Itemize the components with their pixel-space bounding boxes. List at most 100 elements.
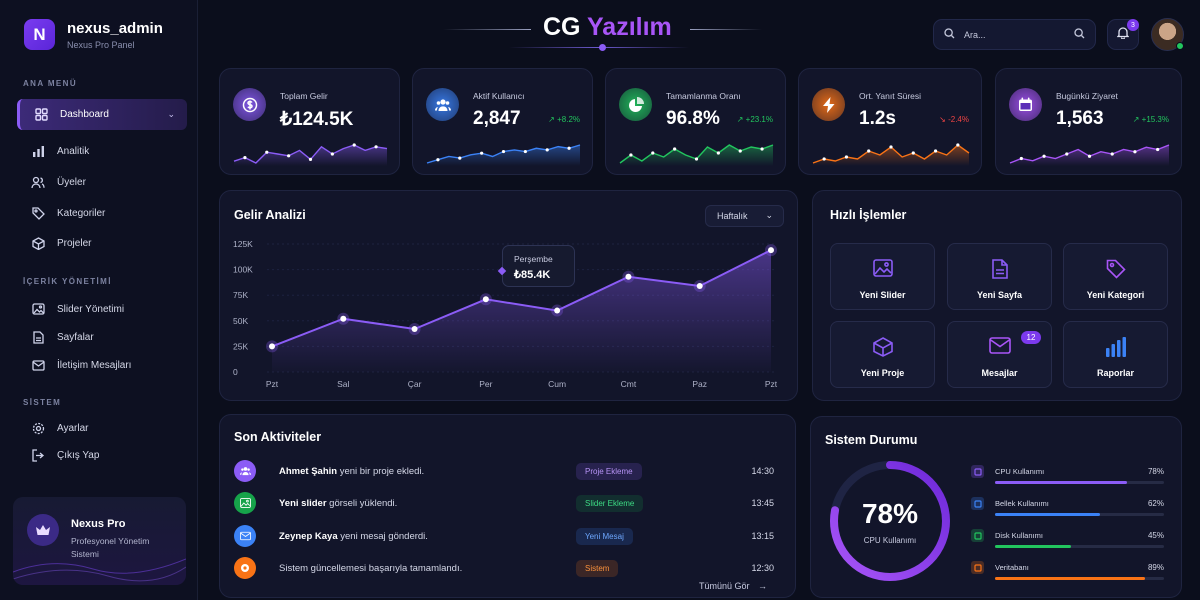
x-tick-label: Pzt <box>266 379 279 389</box>
quick-action-mesajlar[interactable]: Mesajlar 12 <box>947 321 1052 388</box>
stat-change: ↗ +15.3% <box>1132 115 1169 124</box>
search-icon <box>1074 28 1085 41</box>
sparkline <box>812 143 970 166</box>
sidebar-item-uyeler[interactable]: Üyeler <box>17 168 187 196</box>
x-tick-label: Cum <box>548 379 566 389</box>
quick-action-raporlar[interactable]: Raporlar <box>1063 321 1168 388</box>
sparkline-point <box>523 149 527 154</box>
metric-progress-track <box>995 513 1164 516</box>
sparkline-area <box>1010 145 1169 166</box>
activity-time: 13:15 <box>751 531 774 541</box>
stat-card[interactable]: Bugünkü Ziyaret 1,563 ↗ +15.3% <box>995 68 1182 175</box>
activity-time: 14:30 <box>751 466 774 476</box>
bell-icon <box>1116 26 1130 44</box>
sidebar-item-iletisim[interactable]: İletişim Mesajları <box>17 351 187 379</box>
sidebar-item-kategoriler[interactable]: Kategoriler <box>17 199 187 227</box>
quick-action-label: Mesajlar <box>981 368 1018 378</box>
stat-label: Ort. Yanıt Süresi <box>859 91 922 101</box>
sparkline-point <box>352 143 356 147</box>
stat-card[interactable]: Toplam Gelir ₺124.5K <box>219 68 400 175</box>
quick-action-yeni-sayfa[interactable]: Yeni Sayfa <box>947 243 1052 310</box>
cpu-gauge-value: 78% <box>861 498 919 529</box>
mail-icon <box>31 358 45 372</box>
metric-label: Veritabanı <box>995 563 1029 572</box>
sparkline-point <box>1087 154 1092 158</box>
chart-point <box>411 325 418 332</box>
activity-tag: Sistem <box>576 559 619 577</box>
sparkline-point <box>651 151 655 155</box>
pro-card[interactable]: Nexus Pro Profesyonel Yönetim Sistemi <box>13 497 186 585</box>
sparkline-point <box>933 149 938 153</box>
cpu-gauge-label: CPU Kullanımı <box>863 536 917 545</box>
x-tick-label: Per <box>479 379 492 389</box>
users-icon <box>426 88 459 121</box>
quick-actions-title: Hızlı İşlemler <box>830 208 907 222</box>
activity-row[interactable]: Ahmet Şahin yeni bir proje ekledi. Proje … <box>234 459 774 483</box>
chart-point <box>482 296 489 303</box>
stat-card[interactable]: Tamamlanma Oranı 96.8% ↗ +23.1% <box>605 68 786 175</box>
search-icon <box>944 28 955 41</box>
memory-icon <box>971 497 984 510</box>
x-tick-label: Paz <box>692 379 707 389</box>
sidebar-item-analitik[interactable]: Analitik <box>17 137 187 165</box>
sidebar-item-projeler[interactable]: Projeler <box>17 229 187 257</box>
system-metric-row: Veritabanı 89% <box>971 561 1164 583</box>
quick-action-yeni-proje[interactable]: Yeni Proje <box>830 321 935 388</box>
metric-progress-fill <box>995 481 1127 484</box>
metric-progress-fill <box>995 513 1100 516</box>
chart-point <box>696 282 703 289</box>
database-icon <box>971 561 984 574</box>
system-status-card <box>810 416 1182 598</box>
activity-row[interactable]: Yeni slider görseli yüklendi. Slider Ekle… <box>234 491 774 515</box>
activity-text: Sistem güncellemesi başarıyla tamamlandı… <box>279 562 463 574</box>
notification-button[interactable]: 3 <box>1107 19 1139 50</box>
quick-action-yeni-slider[interactable]: Yeni Slider <box>830 243 935 310</box>
brand[interactable]: N nexus_admin Nexus Pro Panel <box>24 19 163 50</box>
chart-point <box>269 343 275 350</box>
chart-point <box>768 247 774 254</box>
section-title-content: İÇERİK YÖNETİMİ <box>23 277 112 286</box>
sidebar-item-label: Slider Yönetimi <box>57 303 125 315</box>
sidebar-item-ayarlar[interactable]: Ayarlar <box>17 414 187 442</box>
stat-label: Aktif Kullanıcı <box>473 91 525 101</box>
cube-icon <box>831 337 934 357</box>
metric-label: CPU Kullanımı <box>995 467 1045 476</box>
sparkline-point <box>673 147 677 151</box>
tooltip-value: ₺85.4K <box>514 269 551 281</box>
search-input[interactable]: Ara... <box>933 19 1096 50</box>
sparkline-point <box>822 157 826 161</box>
metric-progress-fill <box>995 577 1146 580</box>
activity-row[interactable]: Sistem güncellemesi başarıyla tamamlandı… <box>234 556 774 580</box>
sidebar-item-sayfalar[interactable]: Sayfalar <box>17 323 187 351</box>
y-tick-label: 0 <box>233 367 238 377</box>
brand-name: nexus_admin <box>67 19 163 37</box>
activity-time: 12:30 <box>751 563 774 573</box>
cube-icon <box>31 236 45 250</box>
sparkline-point <box>1042 154 1046 158</box>
metric-progress-track <box>995 577 1164 580</box>
sidebar-item-dashboard[interactable]: Dashboard ⌄ <box>17 99 187 130</box>
sidebar-item-slider[interactable]: Slider Yönetimi <box>17 295 187 323</box>
sparkline-point <box>458 156 462 160</box>
sparkline-point <box>374 145 378 149</box>
view-all-link[interactable]: Tümünü Gör → <box>699 581 768 591</box>
sparkline-point <box>480 151 484 155</box>
sparkline-point <box>330 152 334 156</box>
metric-percent: 62% <box>1147 499 1164 508</box>
brand-logo: N <box>24 19 55 50</box>
quick-action-yeni-kategori[interactable]: Yeni Kategori <box>1063 243 1168 310</box>
metric-progress-fill <box>995 545 1072 548</box>
stat-card[interactable]: Ort. Yanıt Süresi 1.2s ↘ -2.4% <box>798 68 982 175</box>
system-status-title: Sistem Durumu <box>825 433 918 447</box>
online-status-dot <box>1176 42 1184 50</box>
sparkline-point <box>1110 152 1114 156</box>
activity-row[interactable]: Zeynep Kaya yeni mesaj gönderdi. Yeni Mes… <box>234 524 774 548</box>
period-select[interactable]: Haftalık ⌄ <box>705 205 784 227</box>
sidebar-item-cikis[interactable]: Çıkış Yap <box>17 441 187 469</box>
bolt-icon <box>812 88 845 121</box>
file-icon <box>31 330 45 344</box>
trend-down-icon: ↘ <box>939 115 949 124</box>
stat-card[interactable]: Aktif Kullanıcı 2,847 ↗ +8.2% <box>412 68 593 175</box>
x-tick-label: Sal <box>337 379 349 389</box>
calendar-icon <box>1009 88 1042 121</box>
